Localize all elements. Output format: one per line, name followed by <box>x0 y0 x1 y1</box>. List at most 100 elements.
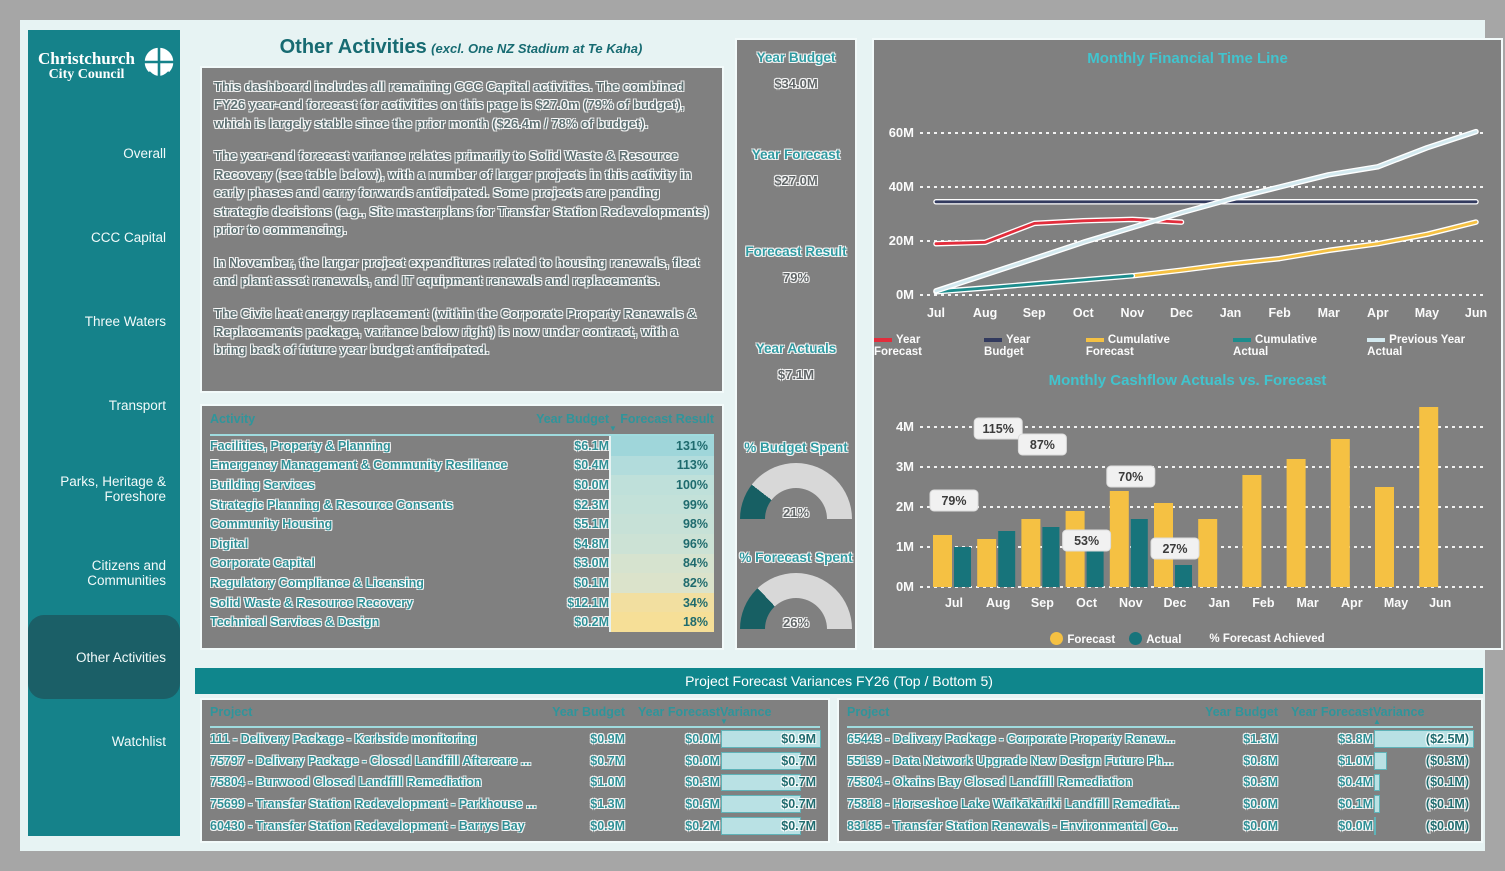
sidebar-item-overall[interactable]: Overall <box>123 145 166 161</box>
x-axis-label: Jan <box>1220 306 1242 320</box>
project-variance-value: $0.7M <box>781 753 816 768</box>
variance-row[interactable]: 60430 - Transfer Station Redevelopment -… <box>210 815 820 837</box>
variance-row[interactable]: 83185 - Transfer Station Renewals - Envi… <box>847 815 1473 837</box>
actual-bar-sep[interactable] <box>1042 527 1060 587</box>
pct-label-badge <box>929 489 979 512</box>
variance-table-top5: Project Year Budget Year Forecast Varian… <box>200 698 830 843</box>
project-variance-value: $0.7M <box>781 797 816 812</box>
project-variance-cell: ($0.1M) <box>1373 772 1473 794</box>
variance-row[interactable]: 55139 - Data Network Upgrade New Design … <box>847 750 1473 772</box>
column-header-year-forecast[interactable]: Year Forecast <box>1291 705 1373 719</box>
project-variance-value: ($0.3M) <box>1425 753 1469 768</box>
monthly-financial-timeline-chart[interactable]: 0M 20M 40M 60M Jul Aug Sep Oct Nov Dec Jan Feb Mar Ap… <box>874 69 1499 331</box>
forecast-bar-sep[interactable] <box>1021 519 1041 587</box>
actual-bar-oct[interactable] <box>1086 547 1104 587</box>
forecast-bar-jun[interactable] <box>1419 407 1439 587</box>
activity-row[interactable]: Strategic Planning & Resource Consents $2… <box>210 494 714 515</box>
column-header-variance[interactable]: Variance ▲ <box>1373 705 1473 726</box>
actual-bar-nov[interactable] <box>1130 519 1148 587</box>
column-header-year-budget[interactable]: Year Budget <box>552 705 625 719</box>
column-header-activity[interactable]: Activity <box>210 412 256 426</box>
x-axis-label: Nov <box>1121 306 1145 320</box>
project-variance-value: $0.7M <box>781 775 816 790</box>
legend-item-forecast[interactable]: Forecast <box>1050 632 1115 646</box>
project-variance-cell: ($0.0M) <box>1373 815 1473 837</box>
column-header-project[interactable]: Project <box>210 705 253 719</box>
project-variance-cell: $0.7M <box>720 815 820 837</box>
legend-swatch <box>984 337 1003 342</box>
forecast-bar-jul[interactable] <box>933 535 952 587</box>
column-header-year-budget[interactable]: Year Budget <box>536 412 609 426</box>
forecast-bar-may[interactable] <box>1375 487 1394 587</box>
legend-item-cumulative-actual[interactable]: Cumulative Actual <box>1233 334 1318 358</box>
column-header-project[interactable]: Project <box>847 705 890 719</box>
activity-row[interactable]: Technical Services & Design $0.2M 18% <box>210 612 714 632</box>
project-name: 75804 - Burwood Closed Landfill Remediat… <box>210 775 482 790</box>
variance-row[interactable]: 75304 - Okains Bay Closed Landfill Remed… <box>847 772 1473 794</box>
sidebar-item-parks-heritage-foreshore[interactable]: Parks, Heritage & Foreshore <box>60 474 166 504</box>
council-logo: Christchurch City Council <box>28 30 180 95</box>
activity-forecast-result: 34% <box>609 592 714 613</box>
legend-item-year-forecast[interactable]: Year Forecast <box>874 334 922 358</box>
activity-row[interactable]: Emergency Management & Community Resilie… <box>210 455 714 476</box>
forecast-bar-feb[interactable] <box>1242 475 1262 587</box>
column-header-variance[interactable]: Variance ▼ <box>720 705 820 726</box>
sidebar-item-watchlist[interactable]: Watchlist <box>111 733 166 749</box>
series-previous-year-actual <box>934 130 1478 293</box>
variance-row[interactable]: 65443 - Delivery Package - Corporate Pro… <box>847 728 1474 750</box>
pct-label-text: 27% <box>1162 542 1187 556</box>
variance-data-bar <box>721 751 801 770</box>
legend-item-actual[interactable]: Actual <box>1129 632 1181 646</box>
legend-item-cumulative-forecast[interactable]: Cumulative Forecast <box>1085 334 1170 358</box>
project-year-forecast: $0.0M <box>685 731 720 746</box>
forecast-bar-mar[interactable] <box>1286 459 1306 587</box>
pct-label-text: 53% <box>1074 534 1099 548</box>
variance-row[interactable]: 75804 - Burwood Closed Landfill Remediat… <box>210 772 820 794</box>
y-axis-label: 2M <box>896 499 914 514</box>
column-header-year-budget[interactable]: Year Budget <box>1205 705 1278 719</box>
forecast-bar-aug[interactable] <box>977 539 997 587</box>
x-axis-label: Sep <box>1023 306 1046 320</box>
sidebar-item-citizens-and-communities[interactable]: Citizens and Communities <box>87 558 166 588</box>
sidebar-item-other-activities[interactable]: Other Activities <box>28 615 180 699</box>
activity-row[interactable]: Community Housing $5.1M 98% <box>210 514 714 534</box>
forecast-bar-apr[interactable] <box>1330 439 1350 587</box>
column-header-year-forecast[interactable]: Year Forecast <box>638 705 720 719</box>
actual-bar-dec[interactable] <box>1175 565 1192 587</box>
kpi-year-actuals: Year Actuals $7.1M <box>737 341 855 438</box>
x-axis-label: Jul <box>927 306 945 320</box>
activity-row[interactable]: Facilities, Property & Planning $6.1M 131% <box>210 436 714 456</box>
forecast-bar-jan[interactable] <box>1198 519 1218 587</box>
forecast-bar-nov[interactable] <box>1109 491 1129 587</box>
variance-row[interactable]: 75797 - Delivery Package - Closed Landfi… <box>210 750 820 772</box>
legend-item-%-forecast-achieved[interactable]: % Forecast Achieved <box>1209 633 1325 645</box>
activity-row[interactable]: Regulatory Compliance & Licensing $0.1M 82… <box>210 573 714 593</box>
project-variance-cell: $0.9M <box>720 728 821 750</box>
series-casing <box>1129 219 1479 279</box>
actual-bar-aug[interactable] <box>998 531 1016 587</box>
sidebar-item-three-waters[interactable]: Three Waters <box>84 313 166 329</box>
activity-row[interactable]: Solid Waste & Resource Recovery $12.1M 34% <box>210 592 714 613</box>
project-variance-value: ($0.1M) <box>1425 775 1469 790</box>
legend-item-year-budget[interactable]: Year Budget <box>984 334 1031 358</box>
variance-row[interactable]: 75818 - Horseshoe Lake Waikākāriki Landf… <box>847 793 1473 815</box>
kpi-value: 79% <box>782 270 810 285</box>
project-year-budget: $0.7M <box>590 753 625 768</box>
sidebar-item-ccc-capital[interactable]: CCC Capital <box>90 229 166 245</box>
actual-bar-jul[interactable] <box>954 547 971 587</box>
y-axis-label: 4M <box>896 419 914 434</box>
monthly-cashflow-chart[interactable]: 0M 1M 2M 3M 4M Jul Aug Sep Oct Nov Dec Jan Feb Mar Apr… <box>874 391 1499 629</box>
sidebar-item-transport[interactable]: Transport <box>108 397 166 413</box>
activity-row[interactable]: Digital $4.8M 96% <box>210 533 714 554</box>
legend-item-previous-year-actual[interactable]: Previous Year Actual <box>1367 334 1466 358</box>
activity-budget: $2.3M <box>574 497 609 512</box>
column-header-forecast-result[interactable]: Forecast Result ▼ <box>609 412 714 433</box>
variance-row[interactable]: 75699 - Transfer Station Redevelopment -… <box>210 793 820 815</box>
activity-name: Community Housing <box>210 517 333 532</box>
x-axis-label: Oct <box>1073 306 1095 320</box>
kpi-value: $27.0M <box>774 173 818 188</box>
activity-row[interactable]: Corporate Capital $3.0M 84% <box>210 553 714 574</box>
activity-row[interactable]: Building Services $0.0M 100% <box>210 475 714 495</box>
variance-row[interactable]: 111 - Delivery Package - Kerbside monito… <box>210 728 821 750</box>
x-axis-label: Aug <box>973 306 997 320</box>
